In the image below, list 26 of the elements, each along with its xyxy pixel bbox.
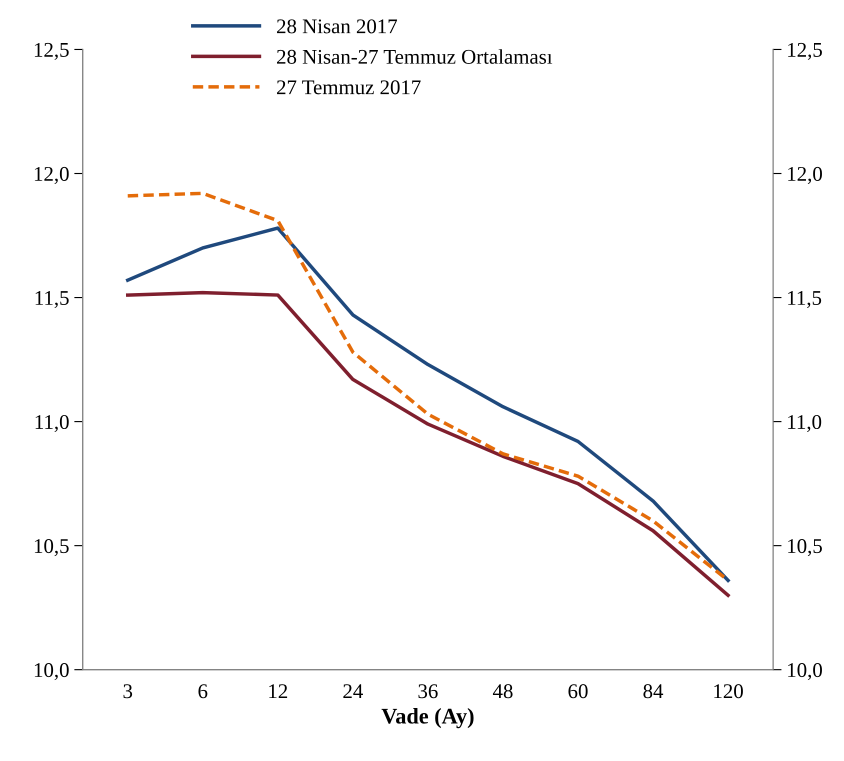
x-tick-label: 48: [492, 684, 513, 698]
y-tick-label: 12,5: [34, 42, 69, 60]
y2-tick-label: 10,0: [788, 663, 822, 680]
legend-label: 28 Nisan 2017: [277, 19, 398, 34]
y2-tick-label: 11,0: [788, 414, 822, 432]
y-tick-label: 10,5: [34, 539, 69, 556]
y2-tick-label: 10,5: [788, 539, 822, 556]
x-tick-label: 84: [643, 684, 664, 698]
y2-tick-label: 12,0: [788, 166, 822, 184]
legend-label: 28 Nisan-27 Temmuz Ortalaması: [277, 49, 552, 64]
y-tick-label: 10,0: [34, 663, 69, 680]
x-tick-label: 36: [418, 684, 438, 698]
y-tick-label: 11,5: [36, 291, 69, 308]
y-tick-label: 11,0: [36, 414, 69, 432]
x-tick-label: 3: [124, 684, 132, 698]
y-tick-label: 12,0: [34, 166, 69, 184]
x-tick-label: 60: [568, 684, 588, 698]
x-tick-label: 6: [198, 684, 208, 698]
x-tick-label: 12: [269, 684, 288, 698]
x-axis-title: Vade (Ay): [382, 708, 474, 728]
y2-tick-label: 12,5: [788, 42, 822, 60]
line-series: [126, 290, 730, 597]
legend-label: 27 Temmuz 2017: [277, 80, 421, 94]
y2-tick-label: 11,5: [788, 291, 822, 308]
x-tick-label: 120: [714, 684, 743, 698]
x-tick-label: 24: [343, 684, 363, 698]
